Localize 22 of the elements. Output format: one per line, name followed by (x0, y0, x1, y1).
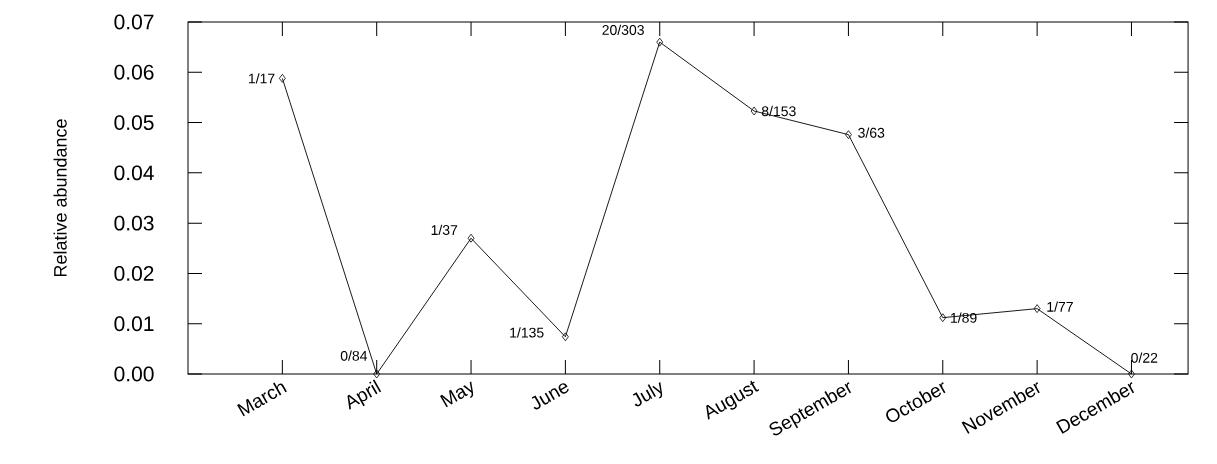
y-tick-label: 0.05 (114, 115, 154, 130)
data-label: 1/135 (510, 327, 544, 338)
y-axis-title: Relative abundance (53, 119, 67, 277)
data-label: 0/22 (1131, 352, 1158, 363)
y-tick-label: 0.04 (114, 165, 154, 181)
y-tick-label: 0.06 (114, 64, 154, 80)
data-label: 0/84 (340, 350, 368, 361)
y-tick-label: 0.03 (114, 215, 154, 231)
y-tick-label: 0.07 (114, 14, 154, 30)
data-label: 3/63 (858, 127, 885, 138)
data-label: 1/17 (248, 73, 275, 84)
data-label: 8/153 (761, 105, 796, 117)
y-tick-label: 0.00 (114, 366, 154, 382)
x-tick-label: April (347, 379, 382, 410)
x-tick-label: June (531, 383, 569, 410)
data-label: 1/77 (1047, 301, 1073, 312)
data-label: 20/303 (602, 24, 644, 35)
x-tick-label: July (632, 382, 663, 407)
y-tick-label: 0.02 (114, 265, 154, 281)
data-label: 1/37 (431, 224, 458, 236)
x-tick-label: May (440, 381, 474, 408)
y-tick-label: 0.01 (114, 316, 154, 332)
